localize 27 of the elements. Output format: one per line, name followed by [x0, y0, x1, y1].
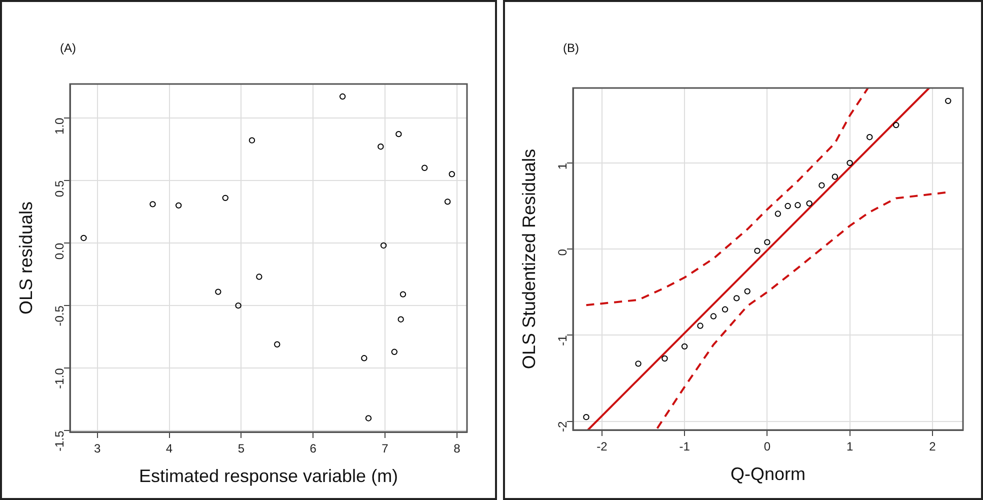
- y-tick-label: -1: [555, 334, 570, 346]
- y-tick-label: 0: [555, 248, 570, 256]
- chart-title: (A): [60, 41, 76, 55]
- y-axis-title: OLS residuals: [16, 201, 36, 315]
- y-tick-label: -2: [555, 421, 570, 432]
- x-tick-label: 0: [764, 440, 771, 454]
- x-tick-label: 3: [94, 442, 101, 456]
- x-tick-label: 5: [238, 442, 245, 456]
- x-axis-title: Q-Qnorm: [730, 464, 806, 484]
- x-tick-label: 4: [166, 442, 173, 456]
- x-tick-label: -1: [679, 440, 690, 454]
- y-tick-label: 1: [555, 162, 570, 170]
- y-tick-label: -1.5: [52, 430, 66, 452]
- y-tick-label: 1.0: [52, 117, 66, 134]
- y-axis-title: OLS Studentized Residuals: [518, 148, 539, 370]
- y-tick-label: 0.5: [52, 180, 66, 198]
- y-tick-label: -0.5: [52, 305, 66, 326]
- x-tick-label: 2: [929, 440, 936, 454]
- x-tick-label: 8: [454, 442, 461, 456]
- x-tick-label: 1: [846, 440, 854, 454]
- y-tick-label: 0.0: [52, 242, 66, 260]
- x-axis-title: Estimated response variable (m): [138, 466, 398, 486]
- chart-title: (B): [563, 41, 579, 55]
- x-tick-label: 6: [310, 442, 317, 456]
- x-tick-label: 7: [382, 442, 389, 456]
- x-tick-label: -2: [596, 440, 608, 454]
- y-tick-label: -1.0: [52, 368, 66, 389]
